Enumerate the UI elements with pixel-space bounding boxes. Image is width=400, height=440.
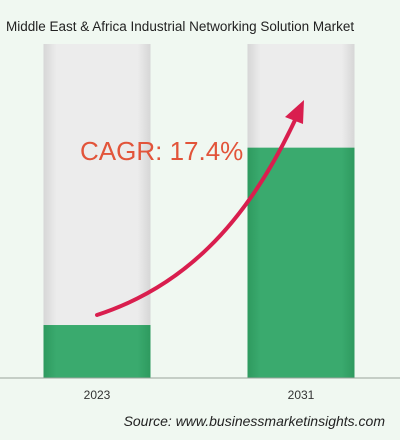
x-tick-label-2031: 2031 — [288, 388, 315, 402]
bar-2031 — [247, 147, 355, 378]
growth-arrow — [95, 100, 304, 317]
chart-title: Middle East & Africa Industrial Networki… — [6, 19, 354, 34]
bar-2023 — [43, 325, 151, 378]
growth-arrow-shaft — [95, 116, 298, 317]
cagr-annotation: CAGR: 17.4% — [80, 136, 243, 166]
x-tick-label-2023: 2023 — [84, 388, 111, 402]
source-note: Source: www.businessmarketinsights.com — [124, 413, 386, 429]
bar-track-2023 — [43, 44, 151, 378]
growth-arrow-head — [285, 100, 304, 124]
